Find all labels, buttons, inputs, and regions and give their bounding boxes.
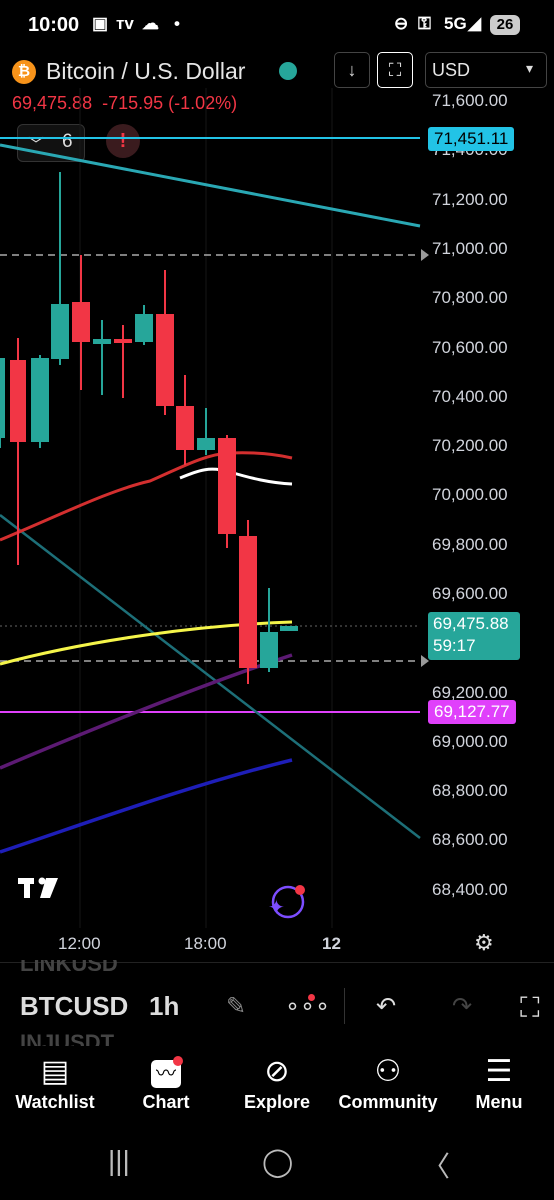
chart-toolbar: [0, 962, 554, 1047]
chart-icon: 〰: [111, 1054, 221, 1092]
download-button[interactable]: ↓: [334, 52, 370, 88]
x-axis-label: 12: [322, 934, 341, 953]
market-open-indicator: [279, 62, 297, 80]
x-axis-label: 18:00: [184, 934, 227, 953]
y-axis-label: 71,200.00: [432, 190, 508, 209]
nav-label: Explore: [243, 1092, 311, 1112]
price-tag-top-line: 71,451.11: [428, 127, 515, 151]
x-axis-label: 12:00: [58, 934, 101, 953]
y-axis-label: 69,000.00: [432, 732, 508, 751]
recent-apps-icon[interactable]: |||: [108, 1145, 130, 1176]
candles: [0, 172, 298, 684]
drawing-tool-icon[interactable]: ✎: [226, 993, 247, 1020]
download-icon: ↓: [347, 60, 357, 80]
menu-icon: ☰: [485, 1055, 513, 1088]
currency-value: USD: [432, 60, 471, 80]
last-price-tag: 69,475.88 59:17: [428, 612, 520, 660]
bitcoin-logo-icon: ₿: [12, 60, 36, 84]
compass-icon: ⊘: [264, 1055, 290, 1088]
y-axis-label: 68,800.00: [432, 781, 508, 800]
nav-label: Chart: [142, 1092, 190, 1112]
tradingview-logo-icon: [18, 877, 58, 898]
nav-label: Watchlist: [15, 1092, 95, 1112]
bottom-nav: ▤ Watchlist 〰 Chart ⊘ Explore ⚇ Communit…: [0, 1046, 554, 1136]
fullscreen-button[interactable]: ⛶: [377, 52, 413, 88]
y-axis-label: 68,600.00: [432, 830, 508, 849]
y-axis-label: 69,800.00: [432, 535, 508, 554]
interval-selector[interactable]: 1h: [149, 991, 180, 1021]
dnd-icon: ⊖: [394, 14, 409, 33]
status-time: 10:00: [28, 14, 80, 36]
last-price-value: 69,475.88: [433, 614, 509, 633]
image-icon: ▣: [92, 14, 109, 33]
undo-icon[interactable]: ↶: [376, 993, 397, 1020]
price-change: 69,475.88 -715.95 (-1.02%): [12, 93, 238, 113]
y-axis-label: 70,400.00: [432, 387, 508, 406]
y-axis-label: 70,200.00: [432, 436, 508, 455]
redo-icon[interactable]: ↷: [452, 993, 473, 1020]
symbol-title[interactable]: Bitcoin / U.S. Dollar: [46, 58, 246, 84]
price-tag-bottom-line: 69,127.77: [428, 700, 516, 724]
ai-assistant-icon: ✦: [268, 885, 305, 919]
nav-label: Menu: [475, 1092, 523, 1112]
nav-chart[interactable]: 〰 Chart: [111, 1054, 221, 1113]
community-icon: ⚇: [374, 1055, 402, 1088]
y-axis-label: 71,600.00: [432, 91, 508, 110]
y-axis-label: 70,600.00: [432, 338, 508, 357]
signal-icon: ◢: [468, 14, 482, 33]
status-bar: 10:00 ▣ ᴛᴠ ☁ • ⊖ ⚿ 5G ◢ 26: [0, 0, 554, 52]
key-icon: ⚿: [418, 14, 431, 33]
back-icon[interactable]: 〈: [422, 1151, 451, 1182]
chart-settings-icon[interactable]: ⚙: [474, 930, 494, 955]
svg-text:✦: ✦: [268, 895, 285, 919]
chart-notification-dot: [173, 1056, 183, 1066]
expand-icon[interactable]: ⛶: [520, 992, 540, 1023]
y-axis-label: 68,400.00: [432, 880, 508, 899]
nav-watchlist[interactable]: ▤ Watchlist: [0, 1054, 110, 1113]
watchlist-icon: ▤: [40, 1055, 70, 1088]
symbol-carousel-next[interactable]: INJUSDT: [20, 1030, 115, 1046]
nav-explore[interactable]: ⊘ Explore: [222, 1054, 332, 1113]
y-axis-label: 70,800.00: [432, 288, 508, 307]
indicators-toggle[interactable]: ﹀ 6: [17, 124, 85, 162]
fullscreen-icon: ⛶: [388, 60, 402, 80]
nav-community[interactable]: ⚇ Community: [333, 1054, 443, 1113]
home-icon[interactable]: ◯: [262, 1146, 294, 1177]
symbol-carousel-prev[interactable]: LINKUSD: [20, 960, 118, 976]
price-chart[interactable]: ✦: [0, 88, 554, 928]
tv-icon: ᴛᴠ: [116, 14, 134, 33]
cloud-icon: ☁: [142, 14, 159, 33]
more-options-icon[interactable]: ∘∘∘: [285, 993, 331, 1020]
nav-menu[interactable]: ☰ Menu: [444, 1054, 554, 1113]
y-axis-label: 70,000.00: [432, 485, 508, 504]
y-axis-label: 69,600.00: [432, 584, 508, 603]
currency-select[interactable]: USD ▾: [425, 52, 547, 88]
y-axis-label: 71,000.00: [432, 239, 508, 258]
y-axis-label: 69,200.00: [432, 683, 508, 702]
indicators-count: 6: [62, 131, 73, 152]
network-label: 5G: [444, 14, 467, 33]
alert-icon[interactable]: !: [106, 124, 140, 158]
time-axis[interactable]: 12:00 18:00 12 ⚙: [0, 928, 554, 962]
battery-indicator: 26: [490, 15, 520, 35]
chevron-down-icon: ▾: [526, 60, 534, 76]
notification-dot: [308, 994, 315, 1001]
toolbar-divider: [344, 988, 345, 1024]
bar-countdown: 59:17: [433, 636, 476, 655]
nav-label: Community: [338, 1092, 438, 1112]
symbol-selector[interactable]: BTCUSD: [20, 991, 129, 1021]
dot-icon: •: [174, 14, 180, 33]
